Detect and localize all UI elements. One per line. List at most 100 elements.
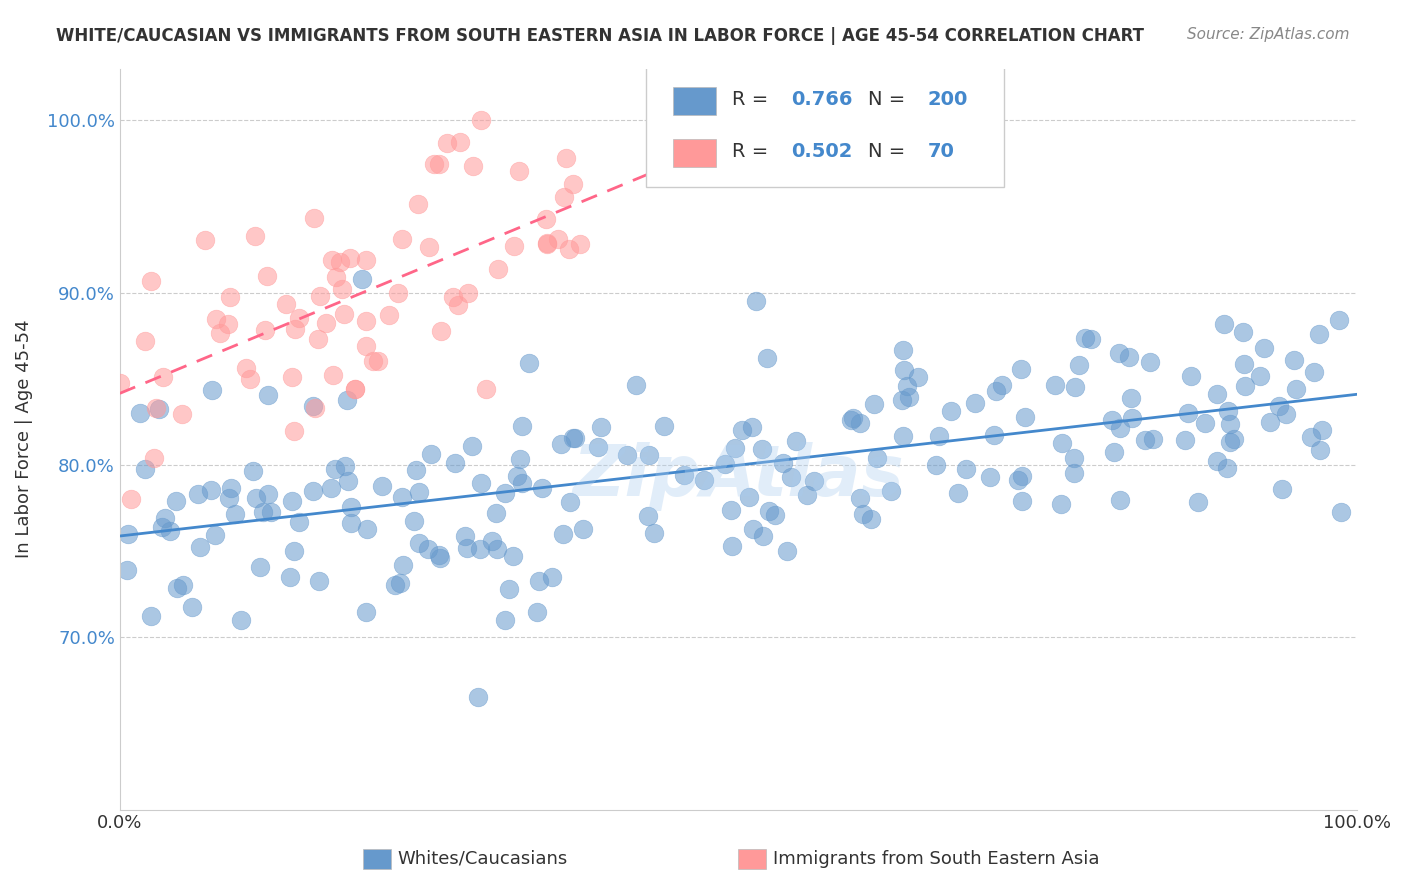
Point <box>897 390 920 404</box>
Point <box>1249 369 1271 384</box>
Point <box>467 690 489 705</box>
Point <box>447 298 470 312</box>
Point <box>721 539 744 553</box>
Point <box>720 503 742 517</box>
Point <box>796 488 818 502</box>
Point <box>1232 357 1254 371</box>
Point <box>1177 406 1199 420</box>
Point <box>530 481 553 495</box>
Point <box>624 377 647 392</box>
Point <box>1303 365 1326 379</box>
Point <box>249 560 271 574</box>
Point <box>1219 434 1241 449</box>
Point <box>1102 444 1125 458</box>
Point <box>776 544 799 558</box>
Text: Immigrants from South Eastern Asia: Immigrants from South Eastern Asia <box>773 850 1099 868</box>
Point <box>387 285 409 300</box>
Point <box>134 462 156 476</box>
Point <box>229 614 252 628</box>
Point <box>1133 434 1156 448</box>
Point <box>205 312 228 326</box>
Text: WHITE/CAUCASIAN VS IMMIGRANTS FROM SOUTH EASTERN ASIA IN LABOR FORCE | AGE 45-54: WHITE/CAUCASIAN VS IMMIGRANTS FROM SOUTH… <box>56 27 1144 45</box>
Point <box>852 507 875 521</box>
Text: Whites/Caucasians: Whites/Caucasians <box>398 850 568 868</box>
Point <box>444 456 467 470</box>
Point <box>180 599 202 614</box>
Point <box>1007 473 1029 487</box>
Point <box>772 456 794 470</box>
Point <box>142 450 165 465</box>
Point <box>637 509 659 524</box>
Point <box>616 448 638 462</box>
Point <box>558 242 581 256</box>
Point <box>475 382 498 396</box>
Point <box>325 270 347 285</box>
Point <box>652 418 675 433</box>
Text: 200: 200 <box>928 90 969 109</box>
Point <box>408 485 430 500</box>
Point <box>333 307 356 321</box>
Point <box>217 317 239 331</box>
Point <box>430 324 453 338</box>
Point <box>589 420 612 434</box>
Point <box>780 470 803 484</box>
Point <box>536 237 558 252</box>
Point <box>449 135 471 149</box>
Point <box>218 491 240 505</box>
Point <box>148 401 170 416</box>
Point <box>336 392 359 407</box>
Point <box>562 177 585 191</box>
Point <box>486 261 509 276</box>
Point <box>1329 313 1351 327</box>
Point <box>991 378 1014 392</box>
Point <box>339 500 361 515</box>
Point <box>356 339 378 353</box>
Point <box>224 507 246 521</box>
Text: R =: R = <box>733 90 775 109</box>
Point <box>751 442 773 457</box>
Point <box>785 434 807 448</box>
Point <box>502 549 524 563</box>
Point <box>763 508 786 522</box>
Point <box>643 526 665 541</box>
Point <box>1310 423 1333 437</box>
Point <box>510 476 533 491</box>
Point <box>204 528 226 542</box>
Point <box>427 157 450 171</box>
Point <box>388 576 411 591</box>
Point <box>517 356 540 370</box>
Point <box>1206 386 1229 401</box>
Point <box>354 252 377 267</box>
Point <box>252 505 274 519</box>
Point <box>907 370 929 384</box>
Point <box>673 467 696 482</box>
Point <box>928 429 950 443</box>
Point <box>547 232 569 246</box>
Point <box>1285 382 1308 396</box>
Point <box>333 458 356 473</box>
Point <box>329 255 352 269</box>
Point <box>1330 505 1353 519</box>
Point <box>1206 454 1229 468</box>
Point <box>139 274 162 288</box>
Point <box>1119 391 1142 405</box>
Point <box>418 240 440 254</box>
Point <box>420 447 443 461</box>
Point <box>1108 346 1130 360</box>
Point <box>405 463 427 477</box>
Point <box>979 470 1001 484</box>
Point <box>896 379 918 393</box>
Point <box>384 578 406 592</box>
Point <box>172 578 194 592</box>
Y-axis label: In Labor Force | Age 45-54: In Labor Force | Age 45-54 <box>15 319 32 558</box>
Point <box>741 420 763 434</box>
Point <box>758 504 780 518</box>
Point <box>391 490 413 504</box>
Point <box>441 289 464 303</box>
Point <box>893 343 915 358</box>
Point <box>1063 451 1085 466</box>
Point <box>755 351 778 366</box>
Point <box>540 570 562 584</box>
Point <box>946 486 969 500</box>
Point <box>339 251 361 265</box>
